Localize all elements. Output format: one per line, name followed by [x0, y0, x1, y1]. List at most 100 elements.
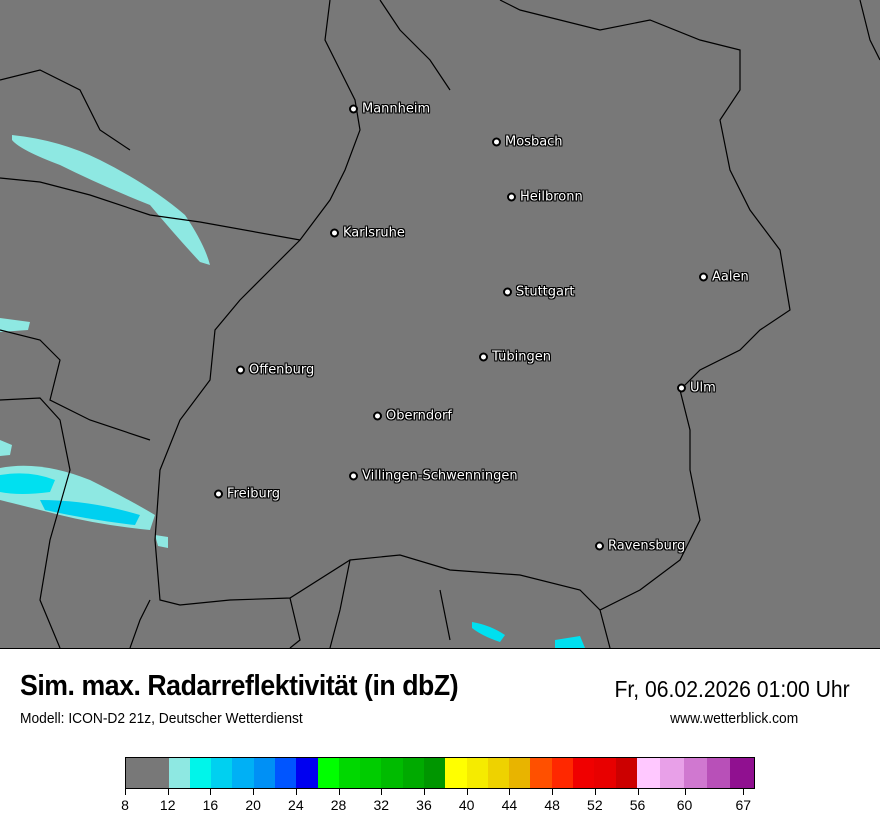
state-border — [154, 0, 791, 611]
legend-color-cell — [530, 758, 552, 788]
city-dot-icon — [214, 489, 223, 499]
legend-color-cell — [730, 758, 754, 788]
national-border — [0, 177, 301, 241]
precip-area — [0, 318, 30, 332]
national-border — [599, 609, 611, 648]
map-title: Sim. max. Radarreflektivität (in dbZ) — [20, 670, 459, 702]
legend-tick — [210, 789, 212, 795]
legend-tick-label: 32 — [373, 797, 390, 813]
legend-color-cell — [189, 758, 212, 788]
national-border — [0, 69, 131, 151]
forecast-datetime: Fr, 06.02.2026 01:00 Uhr — [614, 676, 850, 702]
city-marker: Karlsruhe — [330, 226, 405, 241]
precip-area — [155, 535, 168, 548]
precip-area — [12, 135, 210, 265]
legend-color-cell — [487, 758, 510, 788]
legend-tick — [167, 789, 169, 795]
legend-color-cell — [253, 758, 275, 788]
website-link[interactable]: www.wetterblick.com — [669, 710, 798, 727]
city-dot-icon — [595, 541, 604, 551]
city-dot-icon — [349, 471, 358, 481]
legend-tick-label: 36 — [416, 797, 432, 813]
city-marker: Oberndorf — [373, 409, 452, 424]
precip-area — [40, 500, 140, 525]
precip-areas — [0, 135, 585, 648]
legend-tick-label: 52 — [587, 797, 603, 813]
national-border — [859, 0, 880, 61]
city-label: Oberndorf — [386, 408, 452, 424]
city-dot-icon — [699, 272, 708, 282]
legend-tick-label: 40 — [458, 797, 475, 813]
legend-color-cell — [296, 758, 318, 788]
legend-tick — [552, 789, 554, 795]
legend-tick — [295, 789, 297, 795]
national-border — [0, 397, 71, 648]
city-dot-icon — [349, 104, 358, 114]
city-label: Offenburg — [249, 362, 315, 378]
radar-map — [0, 0, 880, 649]
city-marker: Mannheim — [349, 102, 430, 117]
city-label: Ulm — [690, 380, 716, 396]
legend-color-cell — [423, 758, 446, 788]
city-marker: Freiburg — [214, 487, 280, 502]
precip-area — [555, 636, 585, 648]
city-marker: Stuttgart — [503, 285, 574, 300]
national-border — [329, 559, 351, 648]
color-legend — [125, 757, 755, 789]
city-dot-icon — [507, 192, 516, 202]
legend-color-cell — [707, 758, 731, 788]
legend-tick — [381, 789, 383, 795]
legend-ticks: 8 12 16 20 24 28 32 36 40 44 48 52 56 60 67 — [121, 789, 755, 819]
city-label: Tübingen — [492, 349, 551, 365]
city-label: Aalen — [712, 269, 749, 285]
legend-tick-label: 67 — [735, 797, 752, 813]
legend-color-cell — [594, 758, 616, 788]
legend-tick — [637, 789, 639, 795]
legend-color-cell — [317, 758, 339, 788]
legend-tick-label: 48 — [544, 797, 560, 813]
legend-tick-label: 28 — [330, 797, 347, 813]
legend-color-cell — [275, 758, 297, 788]
legend-tick-label: 44 — [501, 797, 518, 813]
city-marker: Mosbach — [492, 135, 563, 150]
city-marker: Villingen-Schwenningen — [349, 469, 518, 484]
legend-color-cell — [660, 758, 684, 788]
legend-color-cell — [211, 758, 233, 788]
legend-color-cell — [615, 758, 637, 788]
city-dot-icon — [503, 287, 512, 297]
national-border — [379, 0, 451, 91]
national-border — [289, 597, 301, 648]
city-marker: Offenburg — [236, 363, 314, 378]
legend-color-cell — [402, 758, 424, 788]
legend-color-cell — [360, 758, 382, 788]
precip-area — [0, 440, 12, 456]
precip-area — [472, 622, 505, 642]
legend-tick-label: 60 — [676, 797, 693, 813]
legend-color-cell — [551, 758, 573, 788]
legend-color-cell — [636, 758, 661, 788]
city-label: Villingen-Schwenningen — [362, 468, 518, 484]
legend-color-cell — [466, 758, 488, 788]
precip-area — [0, 473, 55, 494]
legend-tick — [338, 789, 340, 795]
legend-tick — [684, 789, 686, 795]
city-label: Mannheim — [362, 101, 431, 117]
legend-tick-label: 24 — [288, 797, 304, 813]
city-dot-icon — [479, 352, 488, 362]
city-marker: Aalen — [699, 270, 749, 285]
city-dot-icon — [373, 411, 382, 421]
city-marker: Tübingen — [479, 350, 551, 365]
city-dot-icon — [677, 383, 686, 393]
model-info: Modell: ICON-D2 21z, Deutscher Wetterdie… — [20, 710, 303, 727]
legend-color-cell — [572, 758, 595, 788]
legend-tick-label: 20 — [245, 797, 261, 813]
legend-tick-label: 12 — [159, 797, 176, 813]
legend-color-cell — [168, 758, 190, 788]
legend-tick — [423, 789, 425, 795]
legend-color-cell — [445, 758, 467, 788]
city-dot-icon — [236, 365, 245, 375]
legend-color-cell — [338, 758, 361, 788]
legend-tick — [509, 789, 511, 795]
legend-tick — [125, 789, 126, 795]
city-dot-icon — [330, 228, 339, 238]
